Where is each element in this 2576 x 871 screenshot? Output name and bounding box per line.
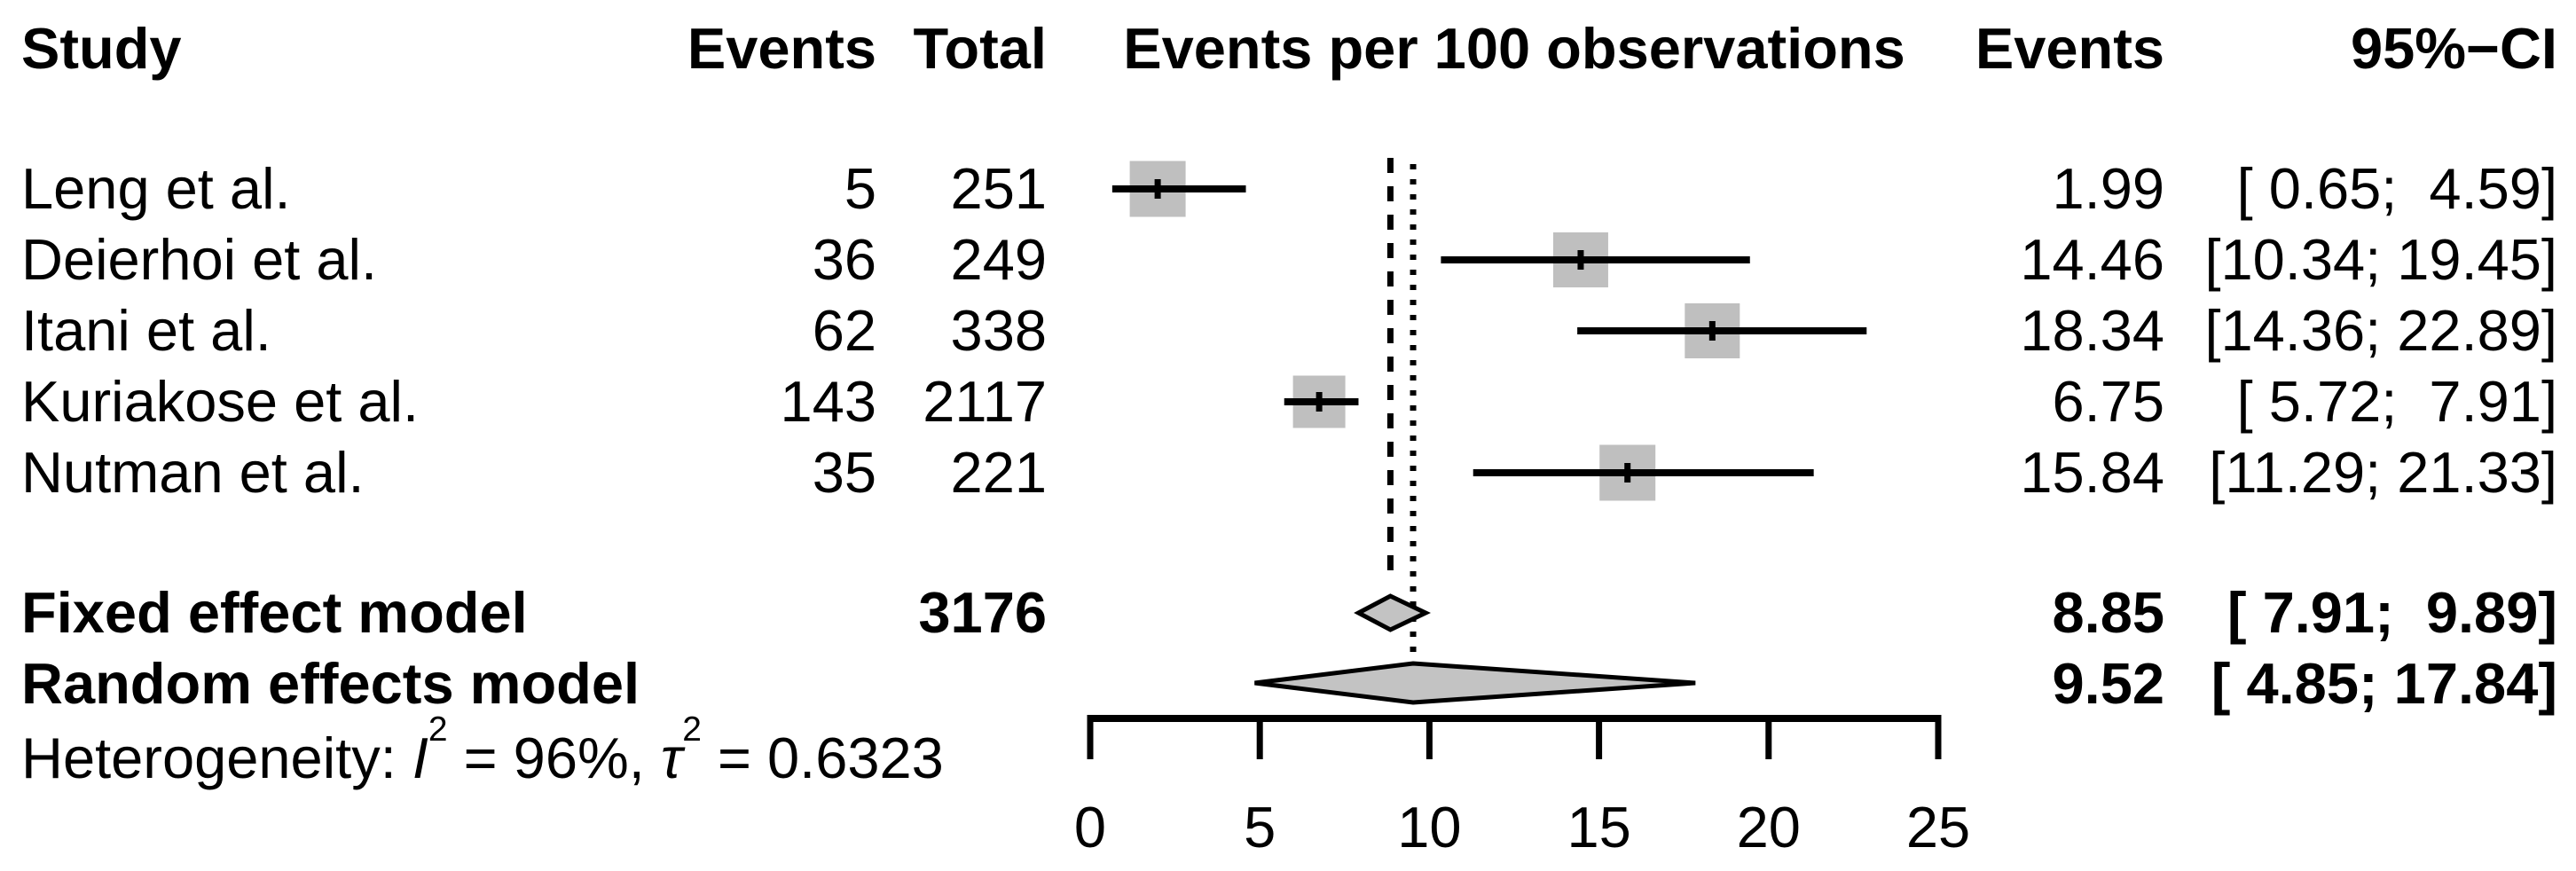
study-row: Itani et al. 62 338 18.34 [14.36; 22.89] bbox=[0, 295, 2576, 366]
study-row: Deierhoi et al. 36 249 14.46 [10.34; 19.45] bbox=[0, 224, 2576, 295]
fixed-effect-label: Fixed effect model bbox=[21, 580, 528, 645]
study-events-value: 5 bbox=[844, 156, 876, 221]
x-axis-tick-label: 15 bbox=[1567, 795, 1630, 859]
study-label: Itani et al. bbox=[21, 298, 271, 363]
x-axis-tick-label: 10 bbox=[1397, 795, 1461, 859]
study-events-value: 143 bbox=[780, 369, 876, 434]
study-label: Kuriakose et al. bbox=[21, 369, 420, 434]
study-effect-value: 18.34 bbox=[2020, 298, 2164, 363]
tau-squared-symbol: τ bbox=[660, 726, 683, 790]
summary-row-fixed-effect: Fixed effect model 3176 8.85 [ 7.91; 9.8… bbox=[0, 577, 2576, 648]
heterogeneity-prefix: Heterogeneity: bbox=[21, 726, 412, 790]
header-row: Study Events Total Events per 100 observ… bbox=[0, 13, 2576, 84]
heterogeneity-row: Heterogeneity: I2 = 96%, τ2 = 0.6323 bbox=[0, 712, 2576, 794]
column-header-study: Study bbox=[21, 16, 182, 81]
i-squared-symbol: I bbox=[412, 726, 428, 790]
heterogeneity-mid: = 96%, bbox=[447, 726, 661, 790]
study-effect-value: 6.75 bbox=[2052, 369, 2164, 434]
random-effects-ci: [ 4.85; 17.84] bbox=[2211, 651, 2557, 716]
study-total-value: 2117 bbox=[923, 369, 1047, 434]
study-events-value: 35 bbox=[812, 440, 876, 505]
column-header-ci: 95%−CI bbox=[2350, 16, 2557, 81]
study-ci-value: [14.36; 22.89] bbox=[2204, 298, 2557, 363]
heterogeneity-suffix: = 0.6323 bbox=[701, 726, 944, 790]
column-header-total: Total bbox=[913, 16, 1047, 81]
study-events-value: 62 bbox=[812, 298, 876, 363]
study-total-value: 249 bbox=[950, 227, 1047, 292]
study-ci-value: [ 5.72; 7.91] bbox=[2236, 369, 2557, 434]
summary-row-random-effects: Random effects model 9.52 [ 4.85; 17.84] bbox=[0, 648, 2576, 719]
column-header-effect: Events bbox=[1975, 16, 2164, 81]
study-effect-value: 1.99 bbox=[2052, 156, 2164, 221]
fixed-effect-total: 3176 bbox=[918, 580, 1047, 645]
x-axis-tick-label: 25 bbox=[1906, 795, 1970, 859]
study-row: Nutman et al. 35 221 15.84 [11.29; 21.33] bbox=[0, 437, 2576, 508]
i-squared-exponent: 2 bbox=[428, 710, 448, 749]
study-row: Leng et al. 5 251 1.99 [ 0.65; 4.59] bbox=[0, 153, 2576, 224]
study-ci-value: [ 0.65; 4.59] bbox=[2236, 156, 2557, 221]
x-axis-tick-label: 5 bbox=[1244, 795, 1276, 859]
x-axis-tick-label: 0 bbox=[1074, 795, 1106, 859]
column-header-events: Events bbox=[687, 16, 876, 81]
study-label: Deierhoi et al. bbox=[21, 227, 378, 292]
study-effect-value: 15.84 bbox=[2020, 440, 2164, 505]
fixed-effect-estimate: 8.85 bbox=[2052, 580, 2164, 645]
study-ci-value: [11.29; 21.33] bbox=[2209, 440, 2557, 505]
study-total-value: 251 bbox=[950, 156, 1047, 221]
tau-squared-exponent: 2 bbox=[682, 710, 702, 749]
random-effects-estimate: 9.52 bbox=[2052, 651, 2164, 716]
random-effects-label: Random effects model bbox=[21, 651, 640, 716]
study-effect-value: 14.46 bbox=[2020, 227, 2164, 292]
study-label: Leng et al. bbox=[21, 156, 291, 221]
plot-title: Events per 100 observations bbox=[1123, 16, 1905, 81]
heterogeneity-note: Heterogeneity: I2 = 96%, τ2 = 0.6323 bbox=[21, 712, 944, 794]
study-total-value: 338 bbox=[950, 298, 1047, 363]
study-row: Kuriakose et al. 143 2117 6.75 [ 5.72; 7.91] bbox=[0, 366, 2576, 437]
study-total-value: 221 bbox=[950, 440, 1047, 505]
fixed-effect-ci: [ 7.91; 9.89] bbox=[2227, 580, 2557, 645]
x-axis-tick-label: 20 bbox=[1737, 795, 1801, 859]
study-label: Nutman et al. bbox=[21, 440, 365, 505]
study-events-value: 36 bbox=[812, 227, 876, 292]
study-ci-value: [10.34; 19.45] bbox=[2204, 227, 2557, 292]
